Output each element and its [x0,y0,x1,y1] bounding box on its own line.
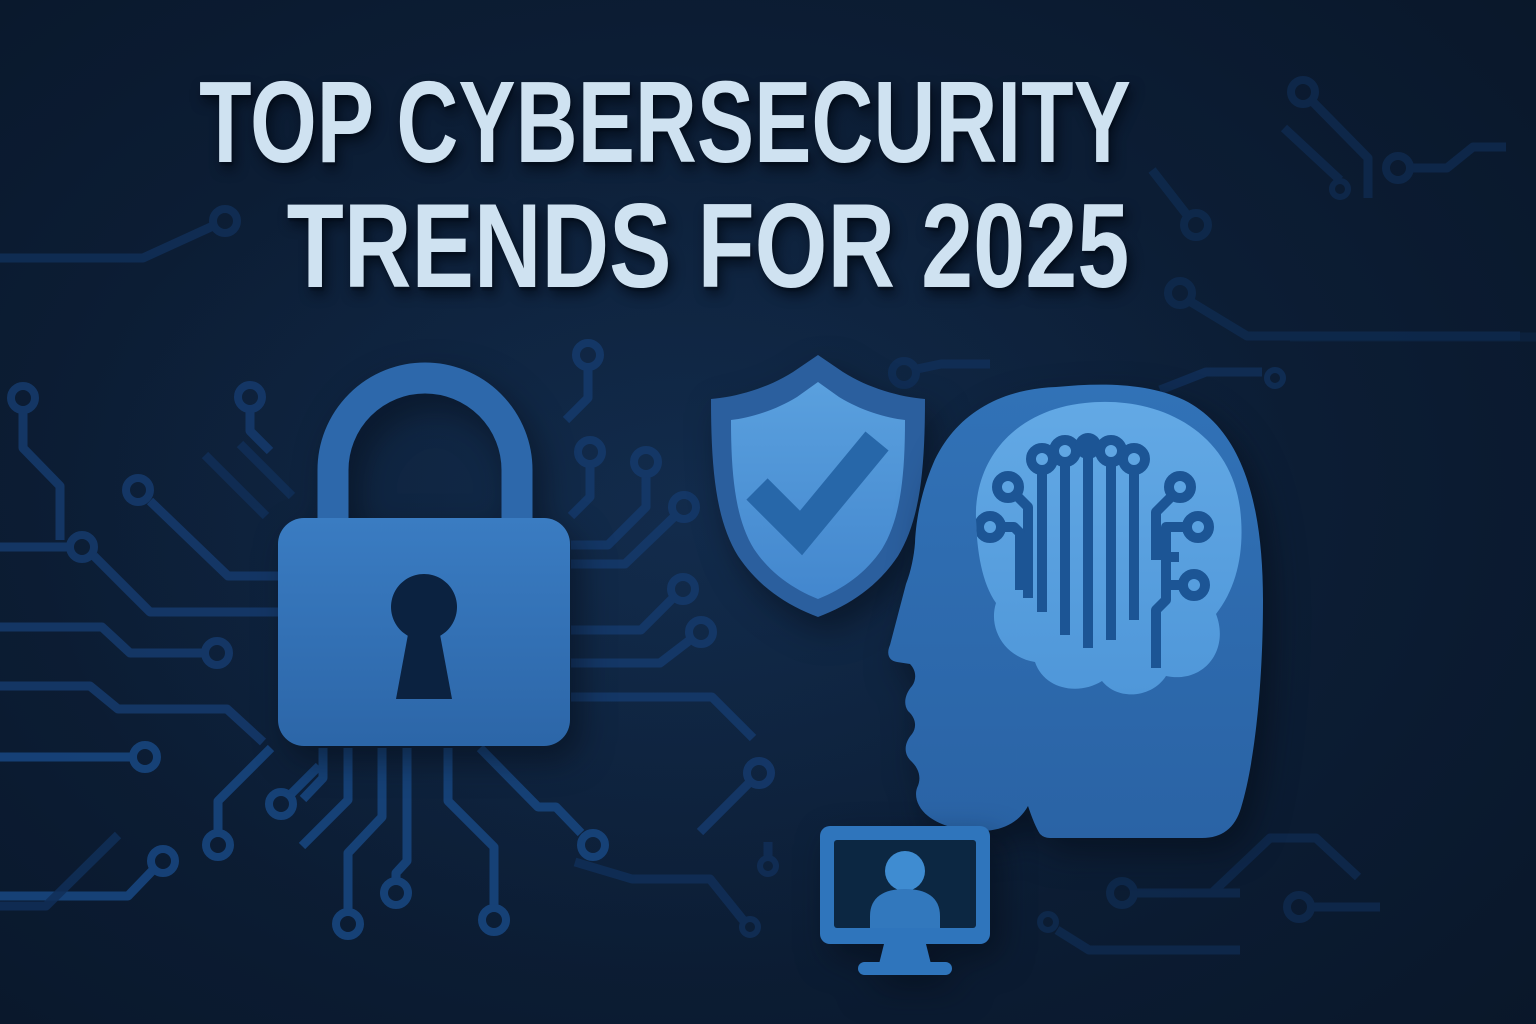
monitor-stand-neck [879,944,931,964]
person-shoulders [870,889,940,928]
title-line-2: TRENDS FOR 2025 [168,186,1248,306]
person-icon [870,851,940,928]
shield-check-icon [711,355,925,617]
checkmark-icon [746,431,889,556]
monitor-stand-base [858,962,952,975]
video-call-monitor-icon [820,826,990,975]
title-text-1: TOP CYBERSECURITY [199,57,1131,187]
padlock-icon [278,362,570,746]
circuit-pattern [0,76,1536,955]
person-head [885,851,925,891]
keyhole-icon [391,574,458,699]
ai-head-icon [888,384,1263,838]
lock-shackle [317,362,533,535]
brain-circuit-icon [975,433,1214,668]
title-line-1: TOP CYBERSECURITY [35,64,1294,180]
title-text-2: TRENDS FOR 2025 [286,179,1130,313]
